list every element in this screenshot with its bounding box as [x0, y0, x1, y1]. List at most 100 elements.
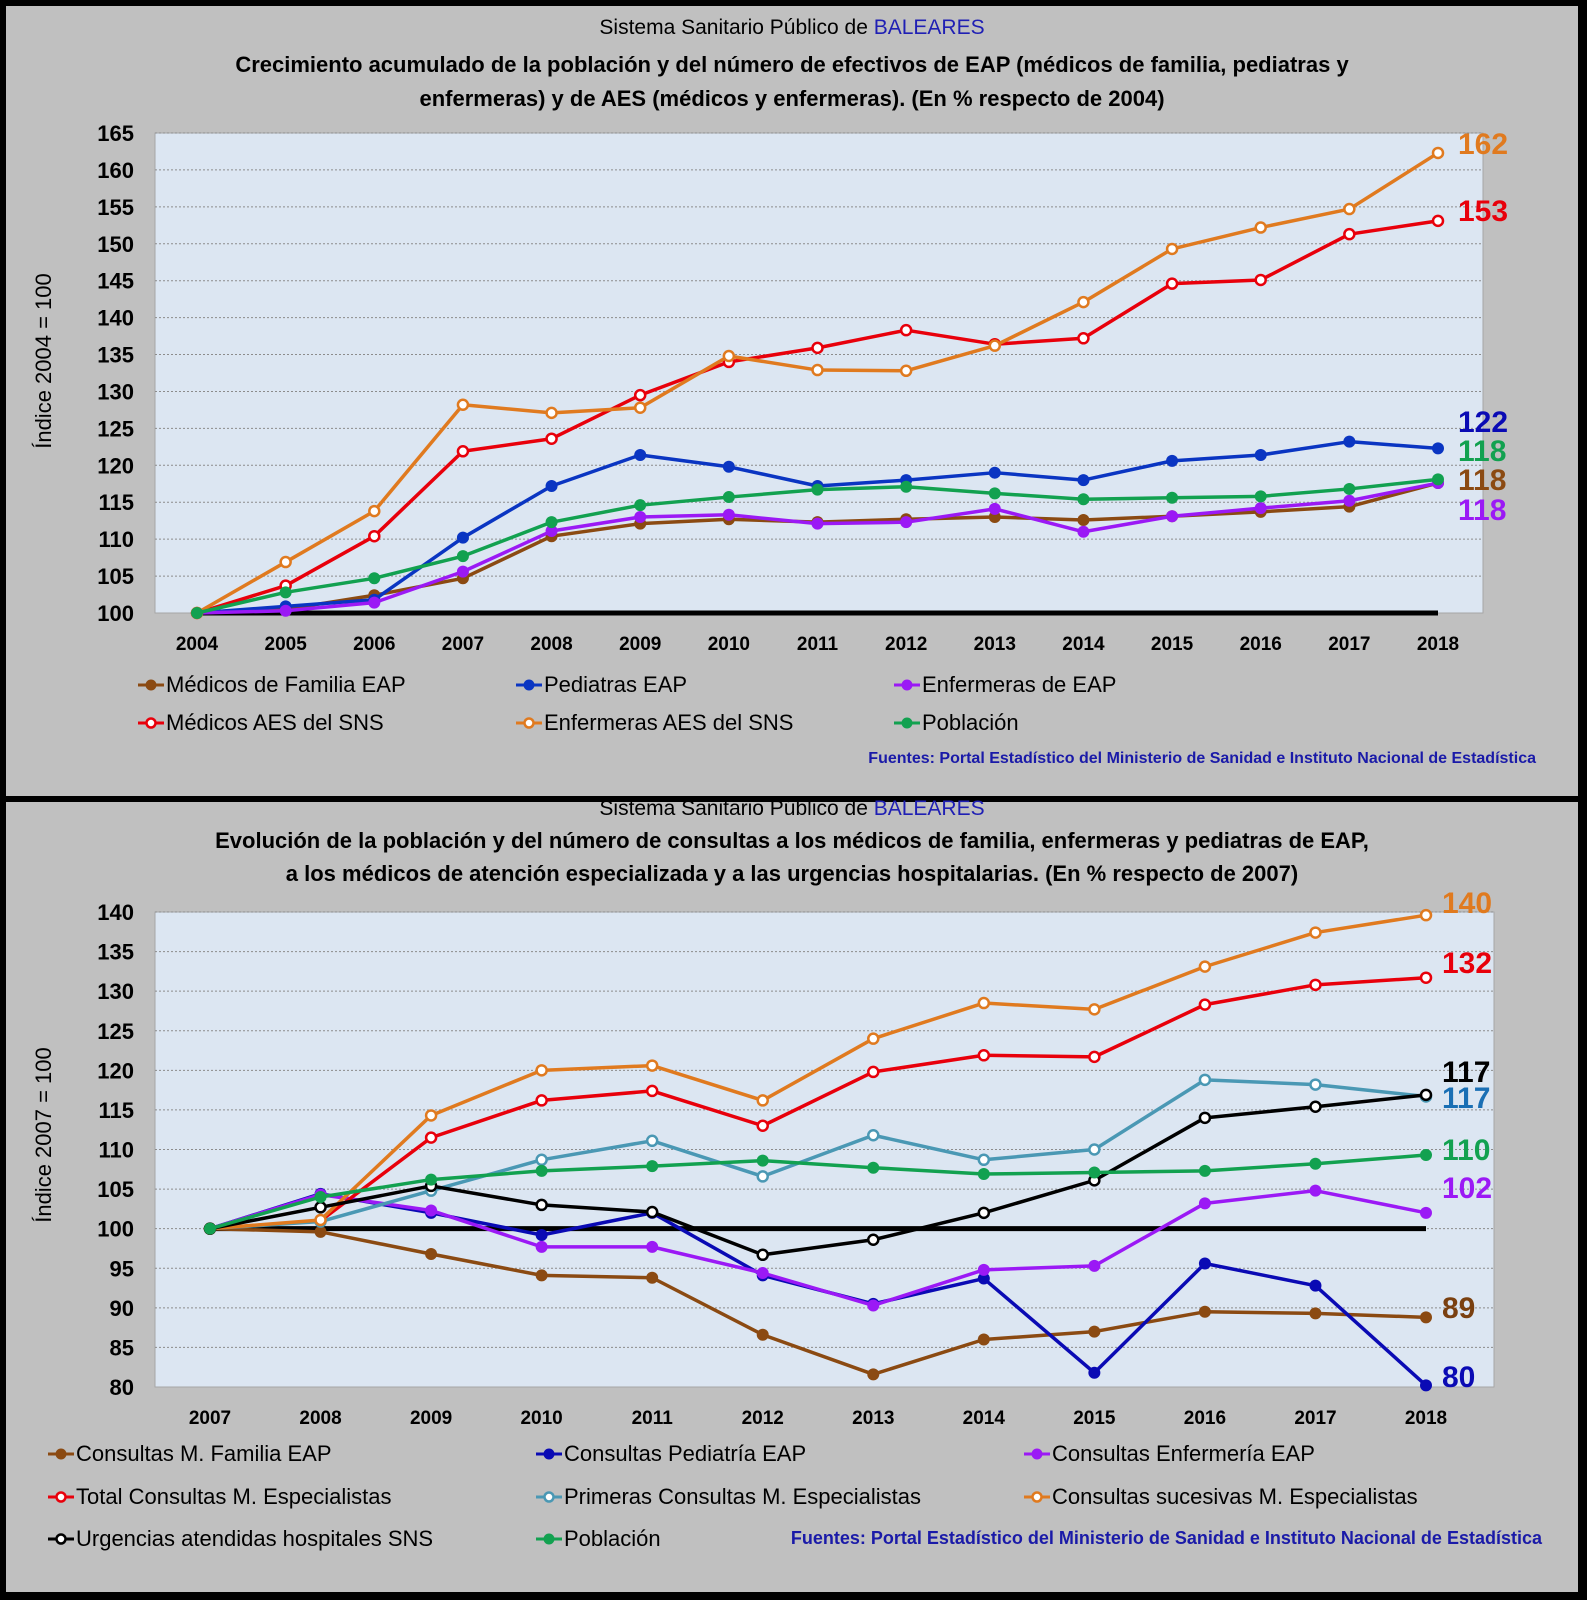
legend-marker-icon [536, 1533, 562, 1545]
x-tick-label: 2011 [797, 634, 839, 655]
legend-marker-icon [536, 1491, 562, 1503]
x-tick-label: 2015 [1073, 1408, 1116, 1429]
data-point [634, 448, 647, 461]
legend-marker-icon [894, 679, 920, 691]
legend-label: Consultas Enfermería EAP [1052, 1441, 1315, 1466]
data-point [633, 388, 647, 402]
data-point [1088, 1166, 1101, 1179]
data-point [1088, 1259, 1101, 1272]
data-point [900, 480, 913, 493]
legend-label: Población [564, 1526, 661, 1551]
x-tick-label: 2014 [963, 1408, 1006, 1429]
data-point [1198, 1164, 1211, 1177]
data-point [1309, 1078, 1322, 1091]
y-tick-label: 125 [97, 416, 134, 441]
data-point [1432, 442, 1444, 455]
data-point [977, 1049, 991, 1062]
data-point [1309, 1100, 1322, 1113]
end-value-label: 89 [1442, 1292, 1475, 1325]
legend-label: Consultas M. Familia EAP [76, 1441, 332, 1466]
data-point [1198, 1257, 1211, 1270]
data-point [867, 1161, 880, 1174]
data-point [1419, 908, 1433, 922]
x-tick-label: 2008 [299, 1408, 341, 1429]
legend-item: Consultas M. Familia EAP [48, 1441, 332, 1467]
data-point [988, 502, 1001, 515]
legend-marker-icon [48, 1491, 74, 1503]
data-point [1165, 277, 1179, 290]
legend-marker-icon [536, 1448, 562, 1460]
data-point [425, 1248, 438, 1260]
end-value-label: 117 [1442, 1082, 1490, 1115]
data-point [1420, 1206, 1432, 1219]
y-tick-label: 85 [110, 1335, 134, 1360]
data-point [645, 1134, 659, 1148]
x-tick-label: 2018 [1405, 1408, 1447, 1429]
data-point [456, 398, 470, 412]
legend-label: Población [922, 710, 1019, 735]
series-line [209, 975, 1427, 1231]
data-point [314, 1191, 327, 1203]
data-point [977, 1263, 990, 1276]
legend-marker-icon [1024, 1491, 1050, 1503]
data-point [368, 504, 381, 518]
legend-item: Primeras Consultas M. Especialistas [536, 1484, 921, 1510]
x-tick-label: 2018 [1417, 634, 1459, 655]
series-5 [203, 908, 1433, 1235]
data-point [1198, 998, 1212, 1011]
x-tick-label: 2005 [265, 634, 308, 655]
chart-panel-2: Sistema Sanitario Público de BALEARES Ev… [6, 797, 1578, 1592]
data-point [722, 491, 735, 504]
y-tick-label: 150 [97, 232, 134, 257]
chart1-source: Fuentes: Portal Estadístico del Minister… [868, 750, 1536, 767]
y-tick-label: 95 [110, 1256, 134, 1281]
end-value-label: 118 [1458, 494, 1506, 527]
data-point [899, 323, 913, 337]
series-line [209, 1226, 1427, 1377]
chart1-plot: 100 105 110 115 120 125 130 135 140 145 150 155 160 1… [97, 121, 1508, 655]
data-point [867, 1065, 880, 1079]
legend-label: Médicos AES del SNS [166, 710, 384, 735]
data-point [279, 555, 292, 569]
data-point [1166, 454, 1179, 467]
y-tick-label: 135 [97, 940, 134, 965]
data-point [1420, 1379, 1432, 1392]
data-point [1254, 448, 1267, 461]
series-line [209, 1078, 1427, 1231]
end-value-label: 122 [1458, 406, 1508, 439]
data-point [545, 432, 558, 445]
data-point [204, 1222, 216, 1235]
x-tick-label: 2015 [1151, 634, 1194, 655]
y-tick-label: 105 [97, 564, 134, 589]
legend-item: Consultas Pediatría EAP [536, 1441, 806, 1467]
data-point [1198, 1197, 1211, 1210]
data-point [314, 1201, 327, 1214]
data-point [1165, 242, 1179, 256]
x-tick-label: 2010 [520, 1408, 562, 1429]
x-tick-label: 2014 [1062, 634, 1105, 655]
data-point [633, 401, 647, 414]
data-point [368, 596, 381, 609]
data-point [425, 1173, 438, 1186]
data-point [545, 479, 558, 492]
data-point [1198, 960, 1212, 973]
legend-item: Enfermeras AES del SNS [516, 710, 793, 736]
chart2-region-prefix: Sistema Sanitario Público de [599, 797, 868, 820]
data-point [811, 517, 824, 530]
data-point [1419, 971, 1433, 984]
y-tick-label: 115 [99, 490, 135, 515]
data-point [1432, 473, 1444, 486]
data-point [1309, 1157, 1322, 1170]
data-point [1088, 1050, 1101, 1064]
y-tick-label: 140 [97, 306, 134, 331]
legend-item: Enfermeras de EAP [894, 672, 1116, 698]
legend-item: Médicos AES del SNS [138, 710, 384, 736]
data-point [646, 1271, 659, 1284]
legend-marker-icon [138, 717, 164, 729]
chart1-region-prefix: Sistema Sanitario Público de [599, 16, 868, 39]
series-line [209, 913, 1427, 1231]
legend-item: Pediatras EAP [516, 672, 687, 698]
legend-label: Enfermeras AES del SNS [544, 710, 794, 735]
end-value-label: 118 [1458, 464, 1506, 497]
legend-marker-icon [894, 717, 920, 729]
